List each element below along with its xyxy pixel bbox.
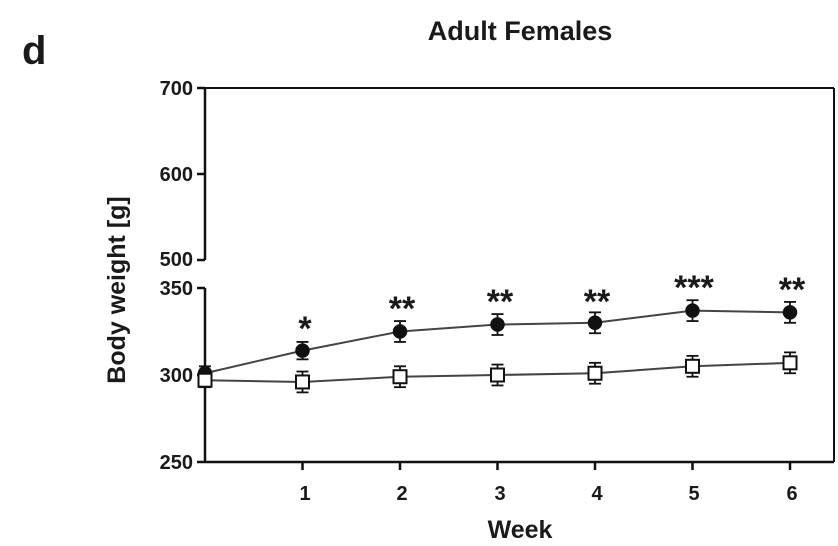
y-axis-label: Body weight [g] (103, 196, 131, 383)
sig-annotation-week-5: *** (674, 269, 714, 307)
sig-annotation-week-6: ** (779, 271, 806, 309)
data-point (490, 317, 505, 332)
data-point (197, 372, 213, 388)
plot-frame (205, 87, 835, 462)
data-point (685, 358, 700, 374)
y-tick-label-700: 700 (160, 78, 193, 100)
data-point (587, 315, 603, 331)
data-point (392, 324, 408, 339)
chart-title: Adult Females (428, 16, 613, 46)
data-point (587, 365, 603, 381)
data-point (782, 305, 798, 320)
data-point (392, 369, 408, 385)
sig-annotation-week-3: ** (487, 283, 514, 321)
y-tick-label-500: 500 (160, 249, 193, 271)
x-tick-label-1: 1 (299, 483, 310, 505)
x-tick-label-3: 3 (494, 483, 505, 505)
sig-annotation-week-1: * (298, 310, 312, 348)
data-point (295, 374, 310, 390)
x-tick-label-2: 2 (396, 483, 407, 505)
y-tick-label-600: 600 (160, 164, 193, 186)
y-tick-label-300: 300 (160, 365, 193, 387)
x-tick-label-5: 5 (688, 483, 699, 505)
data-point (685, 303, 700, 318)
data-point (295, 343, 310, 358)
y-tick-label-250: 250 (160, 452, 193, 474)
x-tick-label-6: 6 (786, 483, 797, 505)
x-tick-label-4: 4 (591, 483, 603, 505)
y-tick-label-350: 350 (160, 278, 193, 300)
sig-annotation-week-2: ** (389, 290, 416, 328)
data-point (490, 367, 505, 383)
sig-annotation-week-4: ** (584, 283, 611, 321)
data-point (782, 355, 798, 371)
series-layer (197, 299, 798, 394)
axis-ticks (197, 86, 792, 470)
series-1 (197, 351, 798, 394)
x-axis-label: Week (488, 516, 553, 544)
panel-letter: d (22, 29, 46, 73)
